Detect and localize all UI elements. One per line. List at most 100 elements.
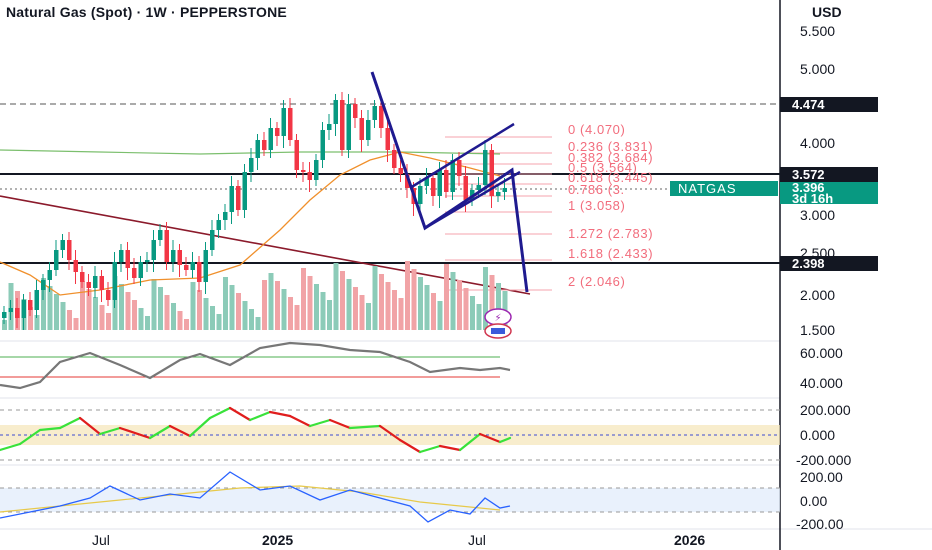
- candle-body: [15, 308, 20, 318]
- flag-pattern-drawing[interactable]: [370, 71, 529, 293]
- chart-title: Natural Gas (Spot) · 1W · PEPPERSTONE: [6, 4, 287, 20]
- candle-body: [112, 262, 117, 300]
- candle-body: [353, 104, 358, 118]
- current-price-tag: [780, 182, 878, 204]
- time-axis[interactable]: Jul 2025 Jul 2026: [92, 532, 705, 548]
- cci-segment: [58, 416, 82, 430]
- volume-bar: [171, 303, 176, 330]
- candle-body: [93, 276, 98, 288]
- candle-body: [320, 130, 325, 160]
- candle-body: [359, 118, 364, 140]
- cci-tick: 0.000: [800, 427, 835, 443]
- volume-bar: [242, 301, 248, 330]
- candle-body: [236, 186, 241, 210]
- volume-bar: [132, 300, 137, 330]
- cci-segment: [288, 414, 312, 428]
- candle-body: [379, 106, 384, 128]
- rsi-tick: 60.000: [800, 345, 843, 361]
- cci-tick: -200.000: [796, 452, 851, 468]
- descending-trendline[interactable]: [0, 195, 531, 295]
- candle-body: [431, 178, 436, 196]
- candle-body: [327, 124, 332, 130]
- candle-body: [151, 240, 156, 260]
- flag-lower-line[interactable]: [424, 170, 521, 230]
- cci-segment: [498, 436, 512, 444]
- volume-bar: [496, 283, 501, 330]
- osc-tick: 0.00: [800, 493, 827, 509]
- candle-body: [301, 170, 306, 172]
- volume-bar: [106, 313, 111, 330]
- volume-bar: [353, 287, 358, 330]
- cci-segment: [268, 410, 292, 418]
- candle-body: [502, 188, 507, 192]
- candle-body: [34, 290, 39, 310]
- volume-bar: [34, 315, 40, 330]
- volume-bar: [99, 305, 105, 330]
- volume-bar: [80, 281, 85, 330]
- volume-bar: [463, 288, 469, 330]
- support-value: 2.398: [792, 256, 825, 271]
- volume-bar: [275, 281, 280, 330]
- volume-bar: [73, 318, 79, 330]
- cci-segment: [208, 406, 232, 420]
- fib-label-0: 0 (4.070): [568, 122, 625, 137]
- price-tick: 2.000: [800, 287, 835, 303]
- signal-line: [0, 485, 501, 513]
- candle-body: [210, 230, 215, 250]
- cci-segment: [418, 444, 442, 454]
- volume-bar: [366, 303, 371, 330]
- volume-bar: [392, 290, 397, 330]
- volume-bar: [2, 320, 7, 330]
- volume-bar: [158, 287, 163, 330]
- candle-body: [489, 150, 494, 196]
- volume-bar: [437, 301, 443, 330]
- volume-bar: [320, 292, 326, 330]
- price-axis[interactable]: USD 5.500 5.000 4.000 3.000 2.500 2.000 …: [800, 4, 842, 338]
- cci-tick: 200.000: [800, 402, 851, 418]
- cci-segment: [248, 410, 272, 422]
- candle-body: [333, 100, 338, 124]
- fibonacci-lines[interactable]: [445, 136, 552, 291]
- current-price-value: 3.396: [792, 180, 825, 195]
- candle-body: [340, 100, 345, 150]
- volume-bar: [255, 317, 261, 330]
- time-tick: 2026: [674, 532, 705, 548]
- volume-bar: [281, 289, 287, 330]
- candle-body: [255, 140, 260, 158]
- candle-body: [437, 170, 442, 196]
- fib-label-2: 2 (2.046): [568, 274, 625, 289]
- bar-countdown: 3d 16h: [792, 191, 833, 206]
- symbol-label-box: [670, 181, 778, 196]
- flag-upper-line[interactable]: [409, 122, 515, 190]
- volume-bar: [301, 268, 306, 330]
- currency-label: USD: [812, 4, 842, 20]
- volume-bar: [476, 304, 482, 330]
- fib-label-0382: 0.382 (3.684): [568, 150, 653, 165]
- candle-body: [216, 220, 221, 230]
- volume-bar: [372, 266, 378, 330]
- candle-body: [223, 212, 228, 220]
- candle-body: [138, 262, 143, 278]
- candle-body: [28, 300, 33, 310]
- event-icons[interactable]: ⚡: [484, 308, 512, 339]
- candle-body: [132, 268, 137, 278]
- rsi-line: [0, 341, 511, 390]
- candle-body: [106, 290, 111, 300]
- candle-body: [463, 176, 468, 200]
- candle-body: [54, 250, 59, 270]
- volume-bar: [177, 311, 183, 330]
- volume-bar: [268, 273, 274, 330]
- candle-body: [385, 128, 390, 150]
- price-tick: 4.000: [800, 135, 835, 151]
- volume-bar: [67, 310, 72, 330]
- symbol-label: NATGAS: [678, 181, 737, 196]
- volume-bar: [489, 275, 495, 330]
- cci-segment: [0, 442, 22, 452]
- candle-body: [288, 108, 293, 140]
- osc-tick: 200.00: [800, 469, 843, 485]
- candle-body: [80, 272, 85, 282]
- candle-body: [281, 108, 286, 136]
- volume-bar: [125, 292, 131, 330]
- upper-level-value: 4.474: [792, 97, 825, 112]
